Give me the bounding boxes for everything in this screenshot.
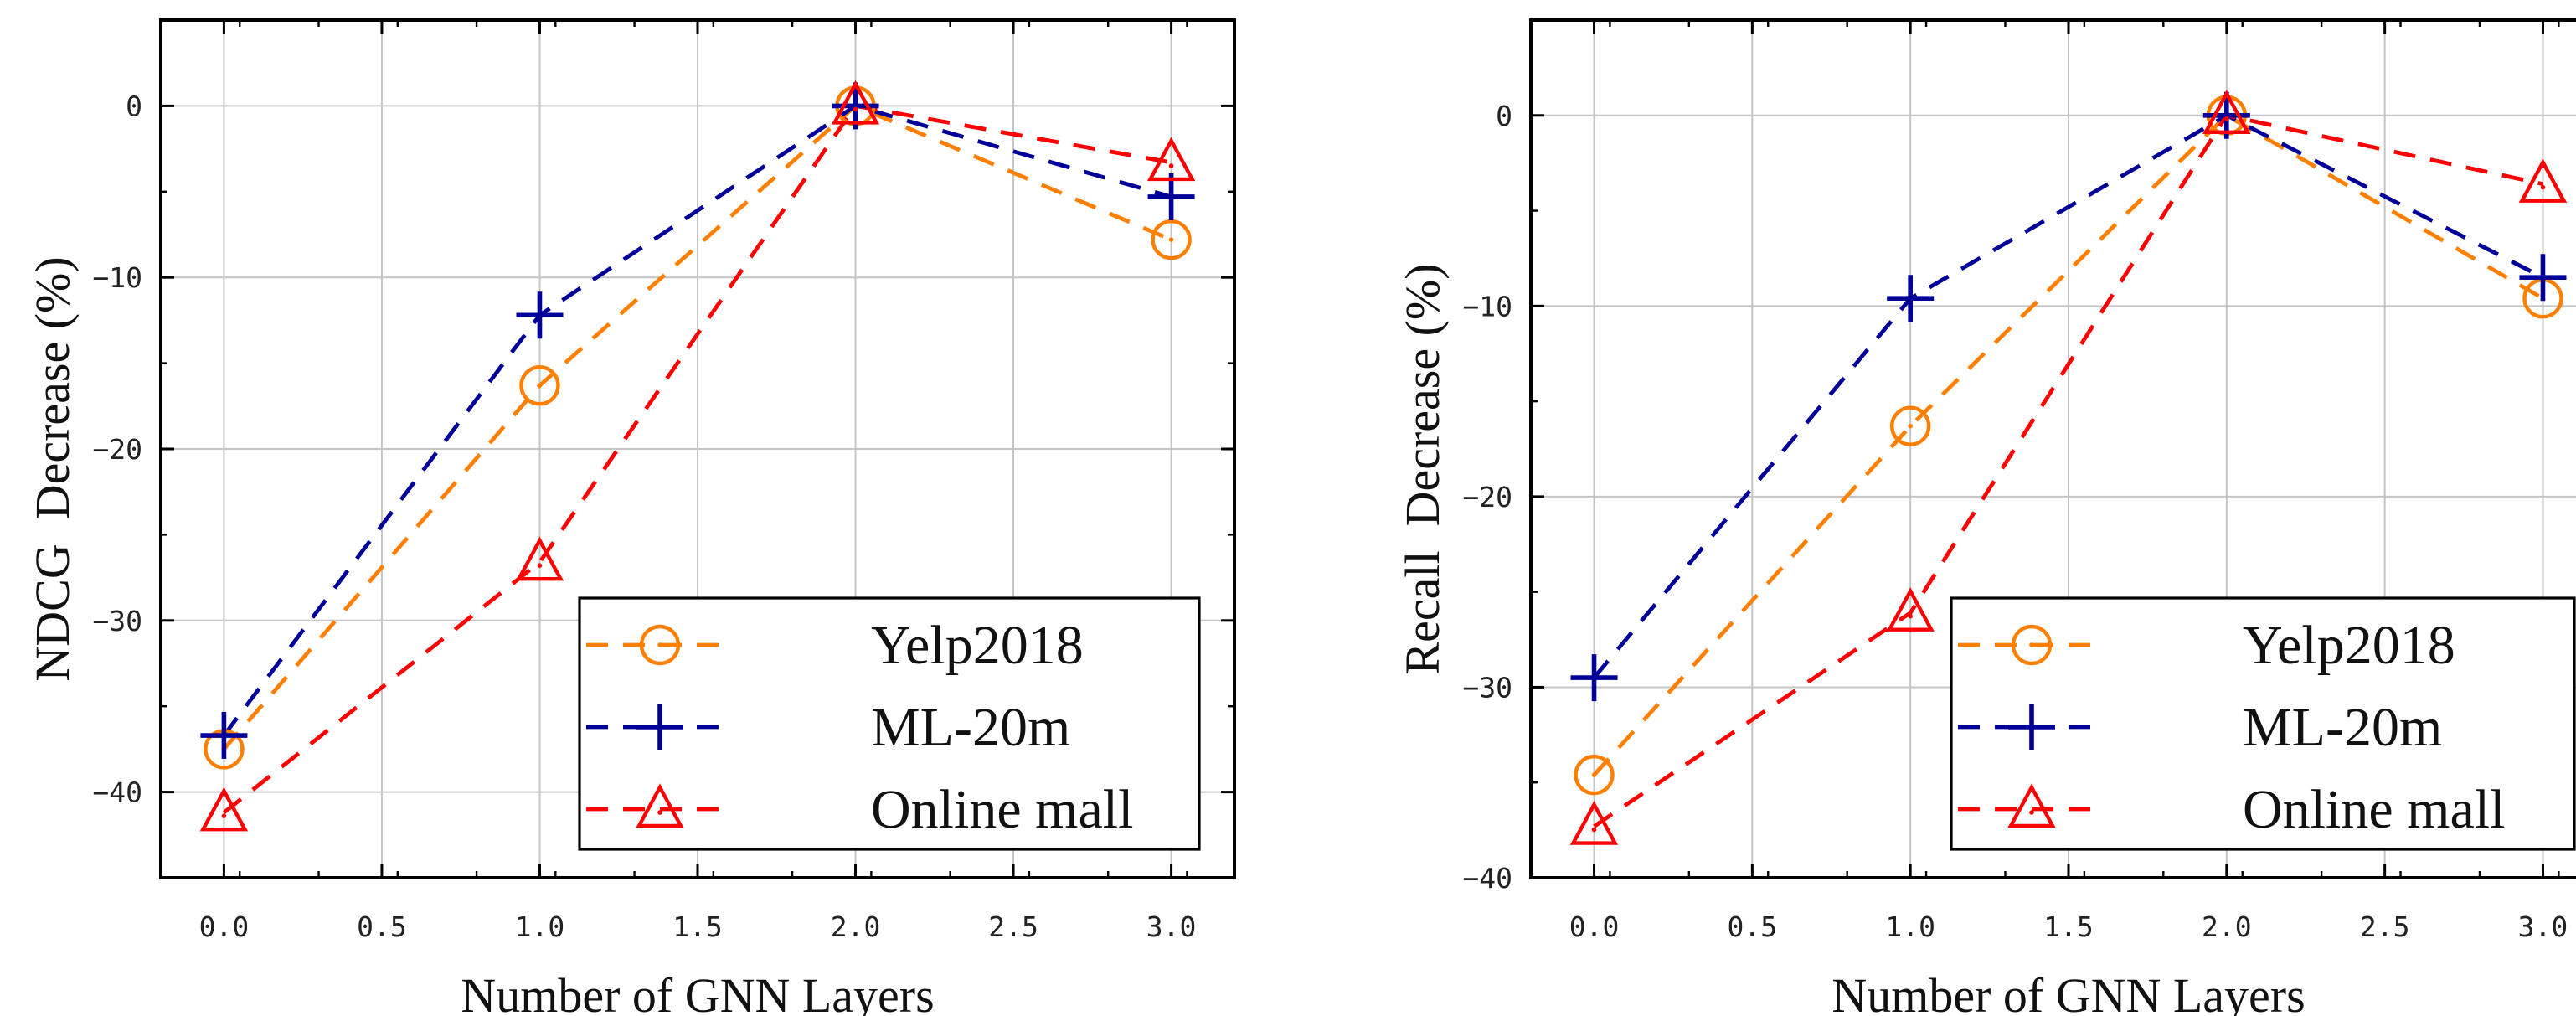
data-point-yelp2018 [519,365,560,406]
legend-label: Yelp2018 [2243,615,2455,676]
x-tick-label: 0.0 [1569,910,1620,943]
data-point-online-mall [515,536,564,581]
legend-marker-center [657,642,662,647]
x-tick-label: 2.5 [2360,910,2410,943]
y-tick-label: 0 [1496,100,1512,132]
x-tick-label: 0.5 [1728,910,1778,943]
data-point-yelp2018 [1151,219,1192,260]
x-tick-label: 1.5 [672,910,723,943]
legend-marker [2007,783,2056,828]
x-axis-title: Number of GNN Layers [461,968,934,1016]
x-tick-label: 2.0 [831,910,881,943]
data-point-ml-20m [1147,173,1195,220]
legend-label: ML-20m [2243,697,2442,758]
x-tick-label: 0.0 [199,910,250,943]
y-tick-label: −40 [1462,862,1512,895]
data-point-yelp2018-center [1591,772,1597,777]
legend-marker-center [2029,810,2034,815]
legend-label: ML-20m [871,697,1070,758]
series-line-yelp2018 [222,103,1172,750]
x-tick-label: 2.5 [988,910,1038,943]
plot-frame [1529,18,2576,879]
data-point-online-mall [199,786,249,832]
chart-panel-2: 0.0 0.5 1.0 1.5 2.0 2.5 3.0 0 −10 −20 −30 −40 Number… [1395,18,2576,1016]
legend-marker [636,783,684,828]
data-point-ml-20m [1570,654,1618,702]
legend-marker-center [657,810,662,815]
data-point-ml-20m [2519,254,2567,302]
data-point-online-mall [2518,158,2568,203]
y-tick-label: −20 [92,433,142,466]
data-point-yelp2018-center [1168,237,1174,242]
legend-label: Online mall [871,779,1133,840]
data-point-yelp2018-center [537,383,543,389]
x-tick-label: 2.0 [2202,910,2252,943]
x-tick-label: 1.5 [2043,910,2094,943]
data-point-online-mall-center [221,813,227,818]
legend-box [1950,596,2576,851]
data-point-online-mall [831,80,880,125]
legend-marker [639,624,681,666]
data-point-online-mall-center [1591,827,1597,833]
chart-panel-1: 0.0 0.5 1.0 1.5 2.0 2.5 3.0 0 −10 −20 −30 −40 Number… [25,18,1236,1016]
y-axis-title: NDCG Decrease (%) [25,256,80,681]
y-tick-label: −10 [92,261,142,294]
data-point-online-mall [1569,800,1619,845]
data-point-online-mall [2202,90,2251,134]
data-point-online-mall [1146,137,1196,182]
legend-marker [2011,624,2053,666]
x-tick-label: 3.0 [1146,910,1197,943]
y-tick-label: −20 [1462,481,1512,513]
y-axis-title: Recall Decrease (%) [1395,263,1450,674]
data-point-yelp2018 [1889,405,1931,446]
legend-label: Online mall [2243,779,2505,840]
plot-frame [159,18,1236,879]
legend: Yelp2018 ML-20m Online mall [1950,596,2576,851]
legend-marker [636,704,683,750]
data-point-ml-20m [200,712,248,760]
data-point-ml-20m [516,291,564,339]
data-point-yelp2018-center [1908,423,1913,429]
y-tick-label: 0 [126,90,142,122]
series-line-yelp2018 [1592,112,2544,776]
x-axis-title: Number of GNN Layers [1832,968,2305,1016]
data-point-online-mall-center [2540,184,2546,190]
data-point-ml-20m [1887,275,1935,322]
x-tick-label: 0.5 [357,910,407,943]
y-tick-label: −40 [92,776,142,809]
legend-label: Yelp2018 [871,615,1084,676]
data-point-online-mall-center [537,563,543,568]
legend-marker-center [2029,642,2034,647]
legend-box [578,596,1201,851]
data-point-online-mall-center [853,106,858,112]
x-tick-label: 1.0 [1885,910,1935,943]
legend: Yelp2018 ML-20m Online mall [578,596,1201,851]
series-line-online-mall [1593,113,2543,828]
data-point-online-mall-center [1908,613,1913,619]
data-point-online-mall-center [1168,163,1174,168]
data-point-online-mall [1886,587,1935,632]
series-line-online-mall [222,103,1172,815]
data-point-yelp2018 [1574,754,1615,796]
y-tick-label: −10 [1462,290,1512,322]
x-tick-label: 1.0 [515,910,565,943]
y-tick-label: −30 [1462,671,1512,704]
legend-marker [2008,704,2055,750]
series-line-ml-20m [222,103,1172,737]
y-tick-label: −30 [92,605,142,637]
x-tick-label: 3.0 [2518,910,2568,943]
series-line-ml-20m [1592,113,2544,679]
figure-content: 0.0 0.5 1.0 1.5 2.0 2.5 3.0 0 −10 −20 −30 −40 Number… [25,18,2576,1016]
data-point-online-mall-center [2224,116,2229,121]
